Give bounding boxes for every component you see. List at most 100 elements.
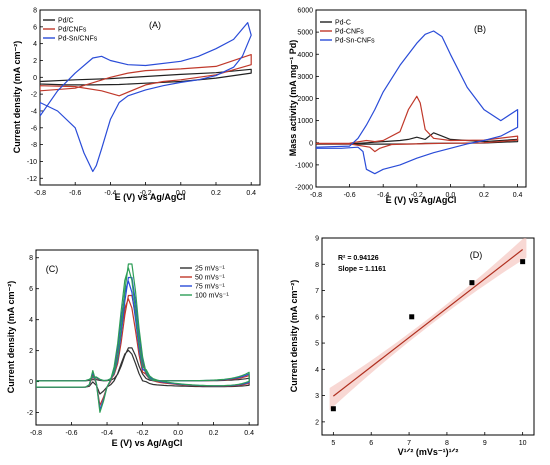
y-tick-label: 2	[33, 58, 37, 65]
data-point	[409, 314, 415, 320]
y-tick-label: 3000	[297, 74, 313, 81]
panel-label: (B)	[474, 24, 486, 34]
x-axis-label: V¹ᐟ² (mVs⁻¹)¹ᐟ²	[398, 447, 459, 457]
y-tick-label: 2	[29, 348, 33, 355]
panel-label: (D)	[470, 250, 483, 260]
x-tick-label: 10	[519, 440, 527, 447]
y-axis-label: Current density (mA cm⁻²)	[12, 41, 22, 153]
y-tick-label: 2	[315, 419, 319, 426]
y-tick-label: 4	[29, 317, 33, 324]
data-point	[469, 280, 475, 286]
x-tick-label: -0.6	[69, 190, 81, 197]
y-tick-label: 8	[315, 262, 319, 269]
y-tick-label: 8	[33, 8, 37, 15]
x-tick-label: -0.8	[34, 190, 46, 197]
x-tick-label: 0.4	[513, 192, 523, 199]
chart-panel-b: -0.8 -0.6 -0.4 -0.2 0.0 0.2 0.4 -2000 -1000 0 1000…	[288, 8, 527, 205]
x-tick-label: 8	[445, 440, 449, 447]
plot-frame	[321, 237, 535, 436]
x-tick-label: 7	[407, 440, 411, 447]
y-tick-label: 0	[33, 75, 37, 82]
y-tick-label: 4000	[297, 52, 313, 59]
x-tick-label: 0.0	[173, 430, 183, 437]
x-tick-label: -0.8	[30, 430, 42, 437]
y-tick-label: -4	[31, 108, 37, 115]
y-tick-label: 1000	[297, 118, 313, 125]
y-tick-label: -2000	[295, 185, 313, 192]
y-tick-label: 7	[315, 288, 319, 295]
data-point	[520, 259, 526, 265]
y-tick-label: 4	[33, 41, 37, 48]
fit-annotation: Slope = 1.1161	[338, 266, 386, 273]
x-axis-label: E (V) vs Ag/AgCl	[386, 195, 457, 205]
plot-area	[329, 238, 527, 412]
series-line-pd-sn-cnfs	[316, 30, 519, 175]
chart-panel-d: 5 6 7 8 9 10 2 3 4 5 6 7 8 9 V¹ᐟ² (mVs⁻¹)¹ᐟ² Current de…	[289, 236, 535, 457]
legend-entry: Pd/C	[58, 18, 74, 25]
y-tick-label: -12	[27, 176, 37, 183]
legend-entry: 75 mVs⁻¹	[195, 284, 225, 291]
y-tick-label: 9	[315, 236, 319, 243]
legend: Pd/C Pd/CNFs Pd-Sn/CNFs	[43, 18, 98, 43]
x-tick-label: 6	[369, 440, 373, 447]
y-tick-label: -1000	[295, 162, 313, 169]
y-tick-label: -8	[31, 142, 37, 149]
y-tick-label: 5000	[297, 30, 313, 37]
series-line-pd-cnfs	[40, 54, 252, 97]
legend-entry: Pd/CNFs	[58, 27, 87, 34]
plot-frame	[35, 249, 259, 426]
legend: Pd-C Pd-CNFs Pd-Sn-CNFs	[320, 20, 375, 45]
fit-line	[332, 249, 524, 397]
fit-confidence-band	[329, 238, 527, 411]
x-tick-label: 0.2	[211, 190, 221, 197]
y-tick-label: 8	[29, 255, 33, 262]
series-line-pd-sn-cnfs	[40, 22, 252, 173]
series-line-pd-c	[40, 68, 252, 86]
x-axis-label: E (V) vs Ag/AgCl	[115, 192, 186, 202]
y-tick-label: 0	[309, 140, 313, 147]
legend: 25 mVs⁻¹ 50 mVs⁻¹ 75 mVs⁻¹ 100 mVs⁻¹	[180, 266, 229, 300]
x-tick-label: 5	[331, 440, 335, 447]
x-tick-label: 0.2	[209, 430, 219, 437]
x-axis-label: E (V) vs Ag/AgCl	[112, 438, 183, 448]
y-tick-label: 6	[315, 314, 319, 321]
legend-entry: 25 mVs⁻¹	[195, 266, 225, 273]
legend-entry: Pd-C	[335, 20, 351, 27]
x-tick-label: -0.6	[65, 430, 77, 437]
data-point	[330, 406, 336, 412]
x-tick-label: -0.4	[101, 430, 113, 437]
x-tick-label: -0.2	[137, 430, 149, 437]
legend-entry: Pd-Sn-CNFs	[335, 38, 375, 45]
y-tick-label: 2000	[297, 96, 313, 103]
y-axis-label: Mass activity (mA mg⁻¹ Pd)	[288, 40, 298, 156]
x-tick-label: 0.4	[244, 430, 254, 437]
series-line-scan-rate-2	[36, 294, 250, 406]
y-tick-label: -2	[31, 92, 37, 99]
legend-entry: Pd-Sn/CNFs	[58, 36, 98, 43]
series-line-scan-rate-4	[36, 263, 250, 413]
panel-label: (C)	[46, 264, 59, 274]
x-tick-label: -0.2	[140, 190, 152, 197]
x-tick-label: 0.2	[479, 192, 489, 199]
plot-frame	[39, 9, 261, 186]
y-tick-label: 5	[315, 341, 319, 348]
y-tick-label: -2	[27, 410, 33, 417]
x-tick-label: 0.4	[246, 190, 256, 197]
y-tick-label: 6000	[297, 8, 313, 15]
x-tick-label: 0.0	[446, 192, 456, 199]
legend-entry: 100 mVs⁻¹	[195, 293, 229, 300]
chart-panel-a: -0.8 -0.6 -0.4 -0.2 0.0 0.2 0.4 -12 -10 -8 -6 -4 -2 0…	[12, 8, 261, 202]
y-tick-label: 3	[315, 393, 319, 400]
x-tick-label: 0.0	[176, 190, 186, 197]
fit-annotation: R² = 0.94126	[338, 255, 379, 262]
x-tick-label: -0.6	[344, 192, 356, 199]
chart-panel-c: -0.8 -0.6 -0.4 -0.2 0.0 0.2 0.4 -2 0 2 4 6 8 E (V) vs…	[6, 249, 259, 448]
y-tick-label: 6	[29, 286, 33, 293]
panel-label: (A)	[149, 20, 161, 30]
x-tick-label: -0.4	[104, 190, 116, 197]
y-tick-label: 6	[33, 24, 37, 31]
y-axis-label: Current density (mA cm⁻²)	[6, 281, 16, 393]
x-tick-label: -0.2	[411, 192, 423, 199]
y-tick-label: 0	[29, 379, 33, 386]
